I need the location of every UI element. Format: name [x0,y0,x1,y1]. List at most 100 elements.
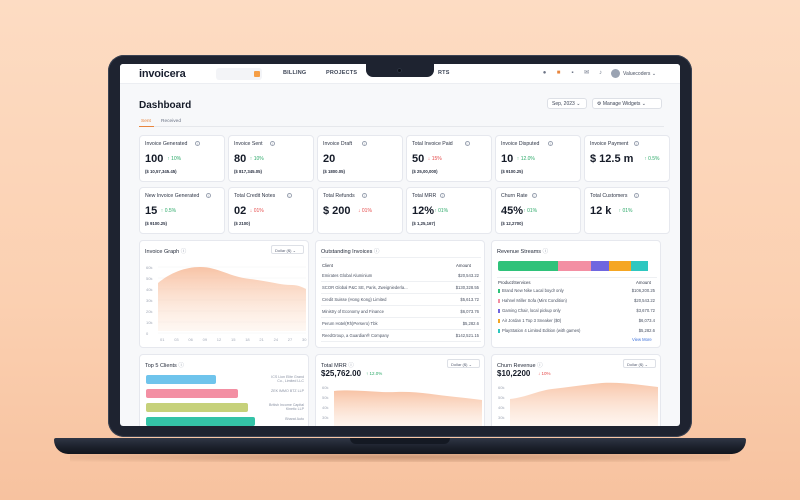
outstanding-client[interactable]: Credit Suisse (Hong Kong) Limited [322,297,387,302]
revenue-bar-segment [558,261,592,271]
kpi-value: 80 [234,153,247,165]
manage-widgets-button[interactable]: ⚙ Manage Widgets ⌄ [592,98,662,109]
revenue-stacked-bar [498,261,656,271]
kpi-label: Churn Rate [501,193,528,199]
nav-reports[interactable]: RTS [438,70,450,76]
mail-icon[interactable]: ✉ [583,70,590,76]
churn-currency: Dollar ($) [627,362,644,367]
client-bar[interactable] [146,403,249,412]
kpi-card[interactable]: Invoice Payment i $ 12.5 m ↑ 0.5% [584,135,670,182]
outstanding-amount: $130,328.55 [455,285,479,290]
info-icon[interactable]: i [205,193,211,198]
mrr-currency-select[interactable]: Dollar ($) ⌄ [447,359,480,368]
revenue-product[interactable]: Brand New Nike Lacal boyd! only [498,288,623,293]
mrr-currency: Dollar ($) [451,362,468,367]
app-screen: invoicera BILLING PROJECTS RTS ● ■ ▪ ✉ ♪… [120,64,680,426]
y-tick-label: 30k [498,415,505,420]
revenue-bar-segment [630,261,649,271]
client-bar[interactable] [146,417,255,426]
kpi-card[interactable]: Invoice Disputed i 10 ↑ 12.0% ($ 9100.25) [495,135,581,182]
trash-icon[interactable]: ■ [556,70,561,76]
info-icon[interactable]: i [439,193,445,198]
kpi-label: Invoice Draft [323,141,353,147]
kpi-value: $ 200 [323,205,351,217]
kpi-card[interactable]: Invoice Generated i 100 ↑ 10% ($ 10,57,345.4… [139,135,225,182]
total-mrr-panel: Total MRR ⓘ Dollar ($) ⌄ $25,762.00 ↑ 12… [315,354,485,426]
kpi-label: Invoice Generated [145,141,188,147]
avatar[interactable] [611,69,620,78]
y-tick-label: 40k [498,405,505,410]
revenue-amount: $5,282.6 [638,328,655,333]
x-tick-label: 27 [287,337,293,342]
info-icon[interactable]: i [548,141,553,146]
kpi-subvalue: ($ 25,00,000) [412,169,438,174]
kpi-card[interactable]: Total Customers i 12 k ↑ 01% [584,187,670,234]
bulb-icon[interactable]: ● [542,70,547,76]
client-bar[interactable] [146,389,239,398]
client-label: ZEK IMMO BTZ LLP [271,388,304,393]
info-icon[interactable]: i [634,141,640,146]
info-icon[interactable]: i [464,141,470,146]
kpi-delta: ↑ 01% [523,208,538,214]
revenue-product[interactable]: Gaming Chair, local pickup only [498,308,623,313]
kpi-value: 100 [145,153,164,165]
nav-dashboard[interactable] [216,68,262,80]
kpi-card[interactable]: Total Credit Notes i 02 ↓ 01% ($ 2100) [228,187,314,234]
kpi-card[interactable]: Total Invoice Paid i 50 ↓ 15% ($ 25,00,000) [406,135,492,182]
info-icon[interactable]: i [361,193,367,198]
kpi-card[interactable]: Total Refunds i $ 200 ↓ 01% [317,187,403,234]
x-tick-label: 12 [216,337,222,342]
kpi-subvalue: ($ 9100.25) [145,221,167,226]
nav-billing[interactable]: BILLING [283,70,307,76]
nav-projects[interactable]: PROJECTS [326,70,358,76]
view-more-link[interactable]: View More [632,337,652,342]
info-icon[interactable]: i [194,141,200,146]
mrr-area [334,390,482,426]
outstanding-client[interactable]: ReedGroup, a Guardian® Company [322,333,389,338]
revenue-product[interactable]: Air Jordan 1 Top 3 Sneaker ($0) [498,318,623,323]
date-filter-select[interactable]: Sep, 2023 ⌄ [547,98,587,109]
revenue-amount: $3,670.72 [636,308,655,313]
invoice-graph-currency: Dollar ($) [275,248,292,253]
revenue-product[interactable]: PlayStation 4 Limited Edition (with game… [498,328,623,333]
outstanding-client[interactable]: Emirates Global Aluminium [322,273,373,278]
bell-icon[interactable]: ♪ [599,70,602,76]
y-tick-label: 30k [322,415,329,420]
app-logo[interactable]: invoicera [139,68,186,80]
client-bar[interactable] [146,375,217,384]
info-icon[interactable]: i [270,141,275,146]
kpi-card[interactable]: Invoice Draft i 20 ($ 1800.05) [317,135,403,182]
kpi-value: 20 [323,153,336,165]
kpi-card[interactable]: Total MRR i 12% ↑ 01% ($ 1,25,167) [406,187,492,234]
invoice-graph-currency-select[interactable]: Dollar ($) ⌄ [271,245,304,254]
top-clients-panel: Top 5 Clients ⓘ ICS Lion Elite Grand Co.… [139,354,309,426]
y-tick-label: 0 [146,331,149,336]
kpi-value: 12% [412,205,435,217]
user-menu[interactable]: Valuecoders ⌄ [623,71,657,77]
kpi-card[interactable]: Churn Rate i 45% ↑ 01% ($ 12,2700) [495,187,581,234]
outstanding-client[interactable]: Ministry of Economy and Finance [322,309,384,314]
churn-currency-select[interactable]: Dollar ($) ⌄ [623,359,656,368]
kpi-value: 45% [501,205,524,217]
mrr-title: Total MRR ⓘ [321,363,354,369]
x-tick-label: 18 [245,337,250,342]
outstanding-amount: $20,543.22 [458,273,479,278]
info-icon[interactable]: i [634,193,640,198]
kpi-card[interactable]: New Invoice Generated i 15 ↑ 0.5% ($ 9100.25… [139,187,225,234]
kpi-card[interactable]: Invoice Sent i 80 ↑ 10% ($ 817,345.05) [228,135,314,182]
x-tick-label: 15 [231,337,236,342]
invoice-graph-title: Invoice Graph ⓘ [145,249,187,255]
tab-sent[interactable]: Sent [141,119,151,124]
revenue-product[interactable]: Hahnel Miller Sofa (Mint Condition) [498,298,623,303]
row-divider [321,281,481,282]
divider [497,277,657,278]
outstanding-client[interactable]: Perum Hotel(Rh)Persero) Tbk [322,321,378,326]
info-icon[interactable]: i [286,193,292,198]
outstanding-client[interactable]: SCOR Global P&C SE, Paris, Zweigniederla… [322,285,408,290]
tab-received[interactable]: Received [161,119,181,124]
chat-icon[interactable]: ▪ [571,70,574,76]
kpi-label: New Invoice Generated [145,193,200,199]
invoice-graph-chart [158,266,306,334]
info-icon[interactable]: i [531,193,537,198]
info-icon[interactable]: i [361,141,367,146]
